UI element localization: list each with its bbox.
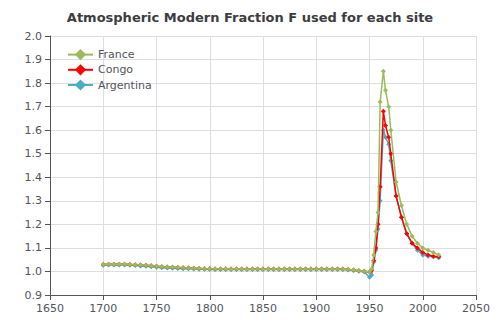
svg-text:2000: 2000 <box>409 302 437 315</box>
svg-text:2.0: 2.0 <box>25 30 43 43</box>
svg-text:1.0: 1.0 <box>25 265 43 278</box>
svg-text:Argentina: Argentina <box>98 79 152 92</box>
svg-text:1650: 1650 <box>36 302 64 315</box>
svg-text:1900: 1900 <box>302 302 330 315</box>
svg-text:1.8: 1.8 <box>25 77 43 90</box>
svg-text:1.9: 1.9 <box>25 53 43 66</box>
svg-text:1.5: 1.5 <box>25 147 43 160</box>
svg-text:1750: 1750 <box>143 302 171 315</box>
svg-text:1700: 1700 <box>89 302 117 315</box>
svg-text:2050: 2050 <box>462 302 490 315</box>
svg-text:1950: 1950 <box>356 302 384 315</box>
svg-text:1.7: 1.7 <box>25 100 43 113</box>
svg-text:1850: 1850 <box>249 302 277 315</box>
svg-text:0.9: 0.9 <box>25 289 43 302</box>
svg-text:1.3: 1.3 <box>25 194 43 207</box>
svg-text:1.4: 1.4 <box>25 171 43 184</box>
svg-text:1.2: 1.2 <box>25 218 43 231</box>
svg-text:1.6: 1.6 <box>25 124 43 137</box>
svg-text:Congo: Congo <box>98 63 133 76</box>
svg-text:France: France <box>98 48 135 61</box>
svg-text:1800: 1800 <box>196 302 224 315</box>
svg-text:1.1: 1.1 <box>25 241 43 254</box>
svg-text:Atmospheric Modern Fraction F: Atmospheric Modern Fraction F used for e… <box>67 10 434 25</box>
